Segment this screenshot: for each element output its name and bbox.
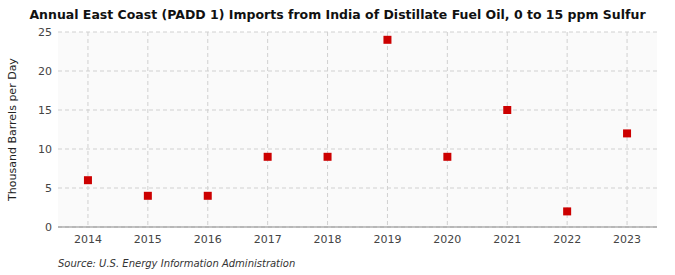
x-tick-label: 2015 [134, 233, 162, 246]
point [204, 192, 212, 200]
grid-line-x [327, 32, 328, 227]
x-tick-label: 2017 [254, 233, 282, 246]
point [623, 129, 631, 137]
x-tick-label: 2021 [493, 233, 521, 246]
chart: 0 5 10 15 20 25 2014 2015 2016 2017 2018 2019 2020 20… [0, 0, 675, 275]
grid-line-x [387, 32, 388, 227]
point [264, 153, 272, 161]
y-tick-label: 25 [38, 26, 52, 39]
y-axis-label: Thousand Barrels per Day [6, 58, 19, 202]
x-tick-label: 2020 [433, 233, 461, 246]
x-tick-label: 2014 [74, 233, 102, 246]
point [563, 207, 571, 215]
point [443, 153, 451, 161]
title: Annual East Coast (PADD 1) Imports from … [29, 7, 646, 22]
grid-line-y [58, 149, 657, 150]
x-tick-label: 2016 [194, 233, 222, 246]
x-tick-label: 2022 [553, 233, 581, 246]
point [84, 176, 92, 184]
plot-area [58, 32, 657, 227]
grid-line-y [58, 227, 657, 228]
point [144, 192, 152, 200]
grid-line-x [567, 32, 568, 227]
x-tick-label: 2018 [314, 233, 342, 246]
y-tick-label: 10 [38, 143, 52, 156]
grid-line-x [447, 32, 448, 227]
x-tick-label: 2019 [373, 233, 401, 246]
x-tick-label: 2023 [613, 233, 641, 246]
y-tick-label: 15 [38, 104, 52, 117]
points [84, 36, 631, 216]
point [503, 106, 511, 114]
grid-line-x [267, 32, 268, 227]
point [383, 36, 391, 44]
y-tick-label: 5 [45, 182, 52, 195]
x-axis-line [58, 227, 657, 228]
source-note: Source: U.S. Energy Information Administ… [58, 258, 295, 269]
grid-line-x [87, 32, 88, 227]
y-tick-label: 20 [38, 65, 52, 78]
point [324, 153, 332, 161]
grid [58, 32, 657, 227]
y-tick-label: 0 [45, 221, 52, 234]
grid-line-x [507, 32, 508, 227]
